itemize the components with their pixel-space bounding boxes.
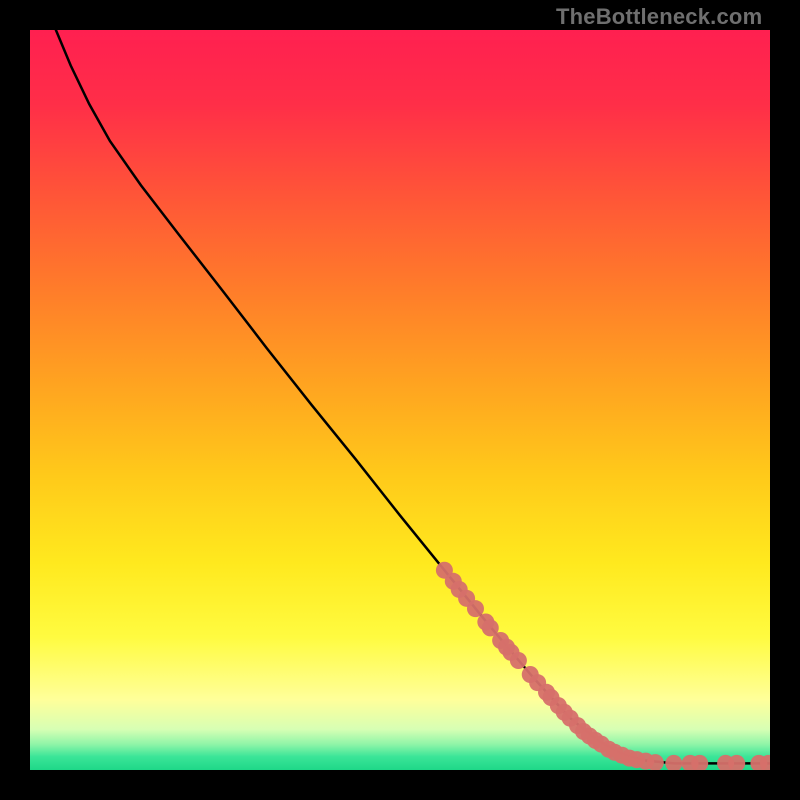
chart-container: TheBottleneck.com [0, 0, 800, 800]
watermark-text: TheBottleneck.com [556, 4, 762, 30]
gradient-background [30, 30, 770, 770]
plot-area [30, 30, 770, 770]
data-marker [510, 652, 527, 669]
data-marker [467, 600, 484, 617]
